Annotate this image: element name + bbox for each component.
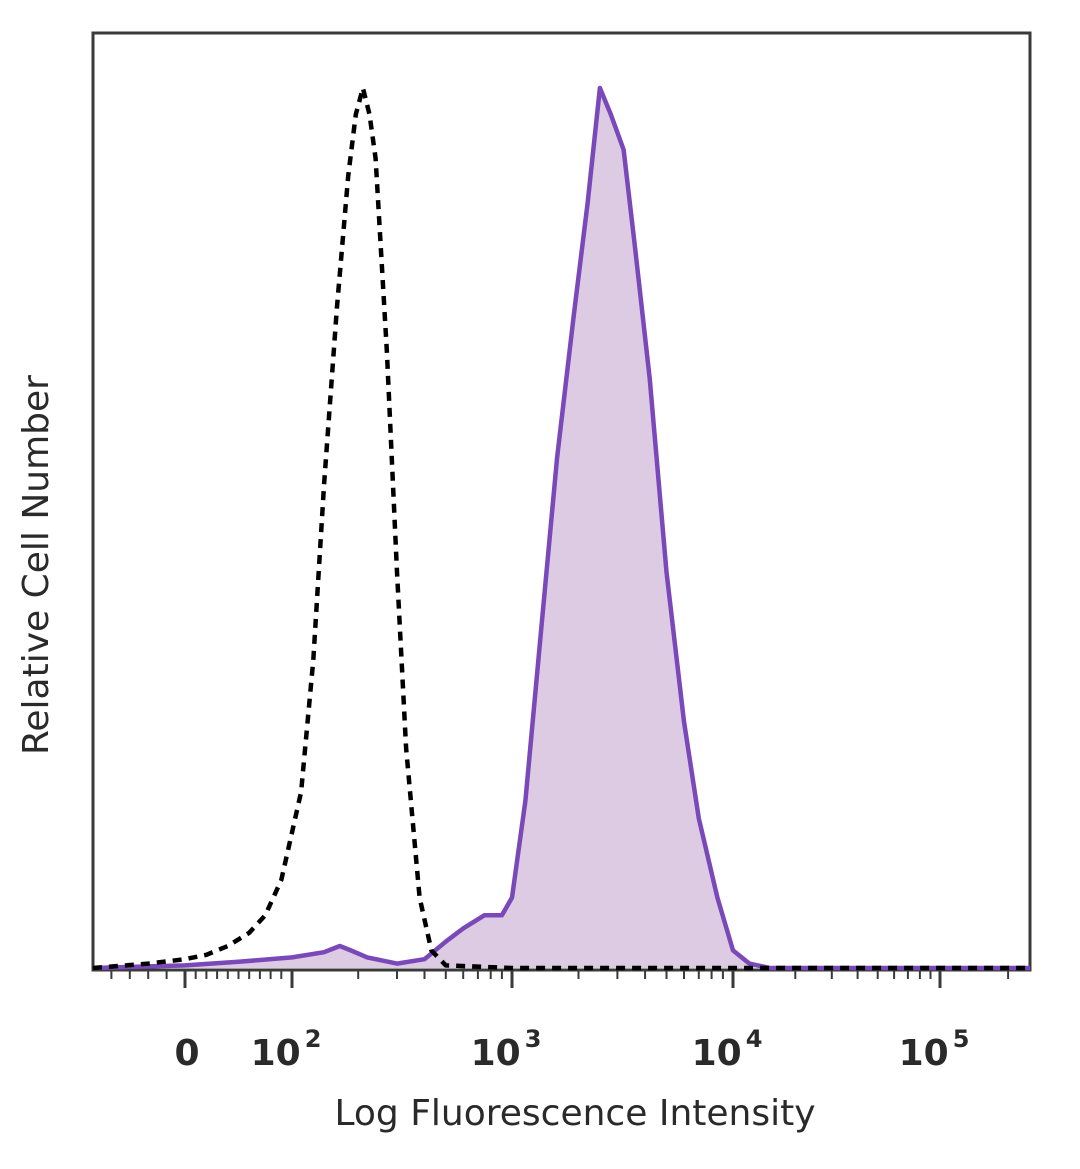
x-tick-label: 10 5	[899, 1025, 970, 1074]
x-tick-label: 0	[174, 1033, 199, 1074]
control-histogram-dashed-line	[92, 85, 1030, 971]
y-axis-title: Relative Cell Number	[16, 375, 57, 755]
x-tick-label: 10 3	[471, 1025, 542, 1074]
stained-histogram-line	[92, 85, 1030, 971]
x-axis-minor-ticks	[110, 970, 1010, 979]
plot-frame	[91, 31, 1032, 972]
stained-histogram-fill	[93, 88, 1030, 968]
x-axis-major-ticks	[183, 970, 942, 988]
x-tick-label: 10 4	[692, 1025, 763, 1074]
x-axis-tick-labels: 0 10 2 10 3 10 4 10 5	[174, 1025, 969, 1074]
x-tick-label: 10 2	[251, 1025, 322, 1074]
x-axis-title: Log Fluorescence Intensity	[334, 1093, 815, 1134]
